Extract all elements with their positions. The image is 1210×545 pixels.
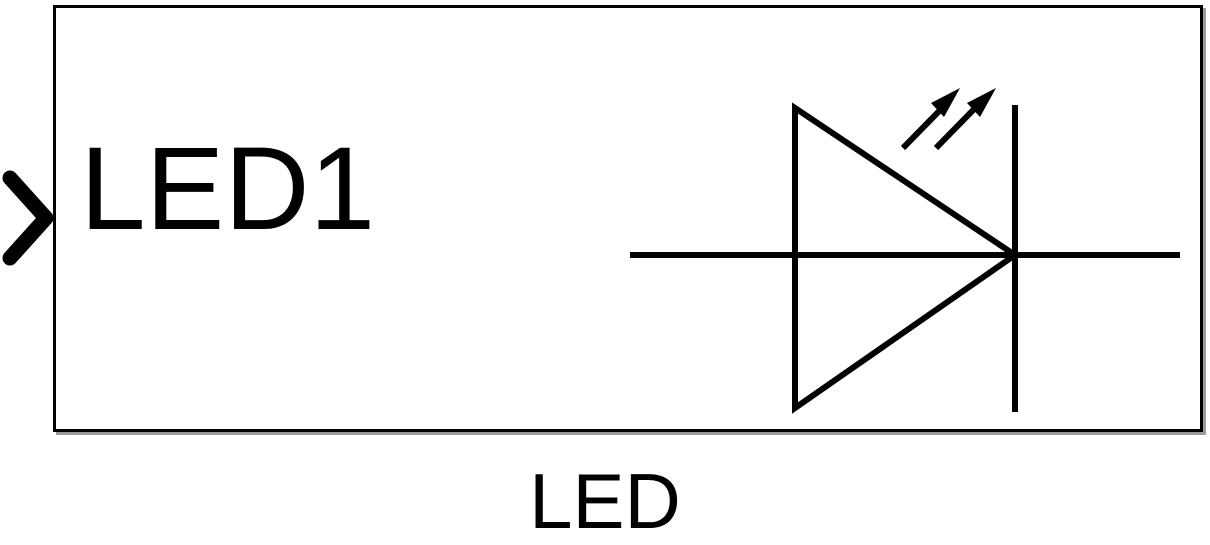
input-port-label: LED1 — [80, 123, 376, 255]
led-block[interactable] — [53, 5, 1203, 432]
diode-triangle — [792, 102, 1021, 414]
light-arrowhead-1 — [931, 88, 960, 117]
chevron-right-icon[interactable] — [0, 160, 60, 270]
light-arrowhead-2 — [967, 88, 996, 117]
block-name[interactable]: LED — [529, 457, 681, 545]
